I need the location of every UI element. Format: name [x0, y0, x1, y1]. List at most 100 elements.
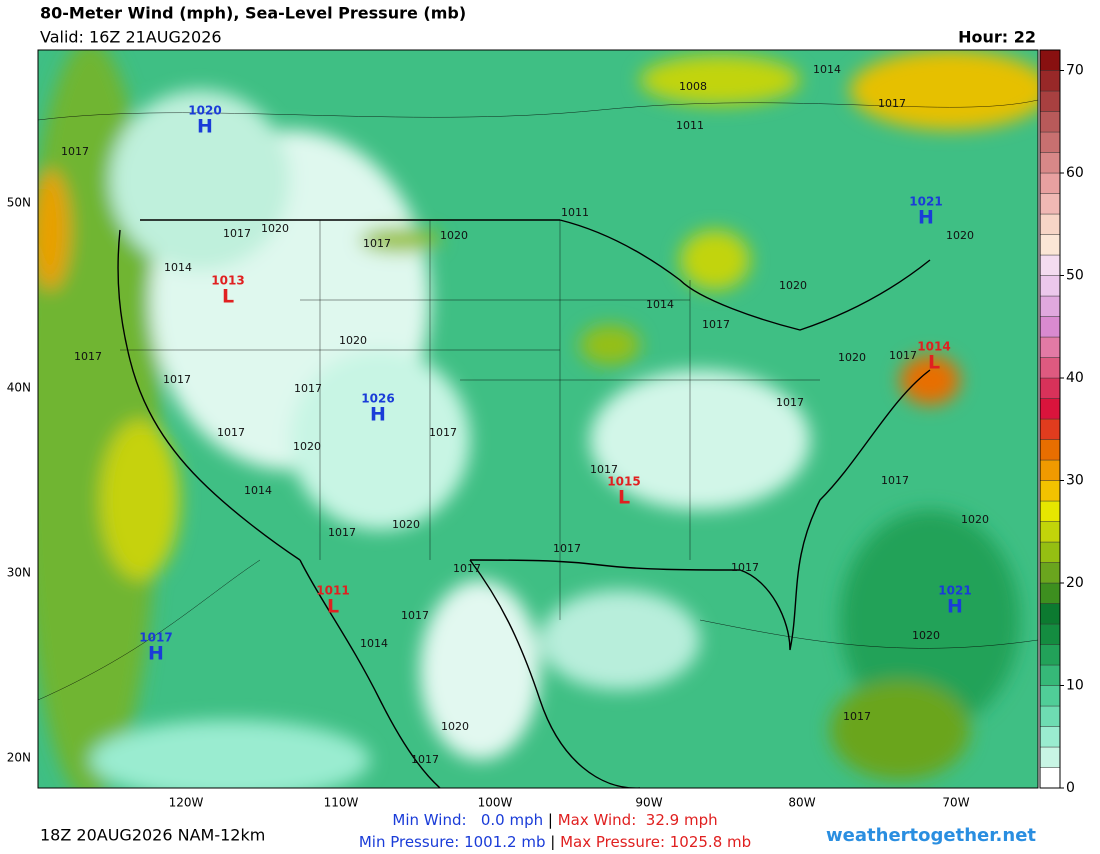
isobar-label: 1017	[878, 97, 906, 110]
colorbar-band	[1039, 336, 1061, 358]
separator: |	[548, 811, 553, 829]
colorbar-band	[1039, 541, 1061, 563]
lat-label: 30N	[7, 566, 31, 580]
lon-label: 100W	[478, 796, 513, 810]
isobar-label: 1017	[889, 349, 917, 362]
isobar-label: 1014	[244, 484, 272, 497]
wind-range: Min Wind: 0.0 mph | Max Wind: 32.9 mph	[392, 811, 717, 829]
isobar-label: 1017	[776, 396, 804, 409]
colorbar-band	[1039, 705, 1061, 727]
min-pressure: Min Pressure: 1001.2 mb	[359, 833, 546, 851]
map-frame	[37, 49, 1039, 789]
isobar-label: 1017	[843, 710, 871, 723]
isobar-label: 1014	[813, 63, 841, 76]
colorbar-band	[1039, 316, 1061, 338]
colorbar-band	[1039, 111, 1061, 133]
isobar-label: 1020	[392, 518, 420, 531]
isobar-label: 1017	[429, 426, 457, 439]
isobar-label: 1017	[163, 373, 191, 386]
max-pressure: Max Pressure: 1025.8 mb	[560, 833, 751, 851]
center-pressure: 1021	[938, 584, 971, 598]
isobar-label: 1017	[294, 382, 322, 395]
isobar-label: 1014	[646, 298, 674, 311]
center-symbol: H	[370, 404, 386, 426]
isobar-label: 1017	[411, 753, 439, 766]
colorbar-label: 50	[1066, 268, 1084, 284]
pressure-centers: 1020H1021H1026H1021H1017H1013L1014L1015L…	[139, 104, 971, 665]
colorbar-band	[1039, 459, 1061, 481]
colorbar-band	[1039, 90, 1061, 112]
isobar-label: 1017	[61, 145, 89, 158]
lon-label: 90W	[635, 796, 662, 810]
isobar-label: 1014	[164, 261, 192, 274]
colorbar-band	[1039, 767, 1061, 789]
colorbar-band	[1039, 398, 1061, 420]
colorbar-label: 0	[1066, 780, 1075, 796]
isobar-label: 1017	[401, 609, 429, 622]
isobar-label: 1020	[838, 351, 866, 364]
colorbar-band	[1039, 193, 1061, 215]
lon-label: 80W	[788, 796, 815, 810]
model-run: 18Z 20AUG2026 NAM-12km	[40, 826, 265, 845]
lon-label: 110W	[324, 796, 359, 810]
colorbar-band	[1039, 500, 1061, 522]
colorbar-band	[1039, 439, 1061, 461]
isobar-label: 1020	[779, 279, 807, 292]
center-symbol: H	[148, 643, 164, 665]
colorbar-band	[1039, 644, 1061, 666]
colorbar-band	[1039, 562, 1061, 584]
lat-label: 20N	[7, 751, 31, 765]
colorbar-band	[1039, 254, 1061, 276]
center-pressure: 1017	[139, 631, 172, 645]
colorbar-label: 40	[1066, 370, 1084, 386]
center-pressure: 1021	[909, 195, 942, 209]
isobar-label: 1017	[731, 561, 759, 574]
title: 80-Meter Wind (mph), Sea-Level Pressure …	[40, 4, 466, 23]
center-symbol: H	[197, 116, 213, 138]
center-pressure: 1020	[188, 104, 221, 118]
center-symbol: L	[928, 352, 940, 374]
colorbar-label: 30	[1066, 473, 1084, 489]
isobar-label: 1017	[217, 426, 245, 439]
center-symbol: H	[918, 207, 934, 229]
min-wind: Min Wind: 0.0 mph	[392, 811, 543, 829]
colorbar-band	[1039, 357, 1061, 379]
colorbar-band	[1039, 746, 1061, 768]
isobar-label: 1020	[441, 720, 469, 733]
isobar-label: 1017	[881, 474, 909, 487]
colorbar-band	[1039, 172, 1061, 194]
center-symbol: H	[947, 596, 963, 618]
isobar-label: 1017	[553, 542, 581, 555]
map-field	[38, 50, 1038, 788]
center-symbol: L	[327, 596, 339, 618]
colorbar-band	[1039, 49, 1061, 71]
isobar-label: 1020	[946, 229, 974, 242]
isobar-label: 1017	[590, 463, 618, 476]
colorbar-band	[1039, 623, 1061, 645]
colorbar-band	[1039, 275, 1061, 297]
center-symbol: L	[618, 487, 630, 509]
isobar-label: 1017	[702, 318, 730, 331]
isobar-label: 1020	[339, 334, 367, 347]
center-pressure: 1015	[607, 475, 640, 489]
center-pressure: 1014	[917, 340, 950, 354]
colorbar-band	[1039, 377, 1061, 399]
center-pressure: 1011	[316, 584, 349, 598]
colorbar-band	[1039, 295, 1061, 317]
separator: |	[550, 833, 555, 851]
colorbar: 0 10 20 30 40 50 60 70	[1039, 49, 1084, 796]
colorbar-label: 10	[1066, 678, 1084, 694]
isobar-label: 1017	[328, 526, 356, 539]
colorbar-band	[1039, 418, 1061, 440]
isobar-label: 1011	[676, 119, 704, 132]
colorbar-band	[1039, 726, 1061, 748]
colorbar-band	[1039, 480, 1061, 502]
colorbar-label: 60	[1066, 165, 1084, 181]
lon-label: 120W	[169, 796, 204, 810]
colorbar-band	[1039, 131, 1061, 153]
isobar-label: 1011	[561, 206, 589, 219]
isobar-label: 1008	[679, 80, 707, 93]
colorbar-label: 20	[1066, 575, 1084, 591]
